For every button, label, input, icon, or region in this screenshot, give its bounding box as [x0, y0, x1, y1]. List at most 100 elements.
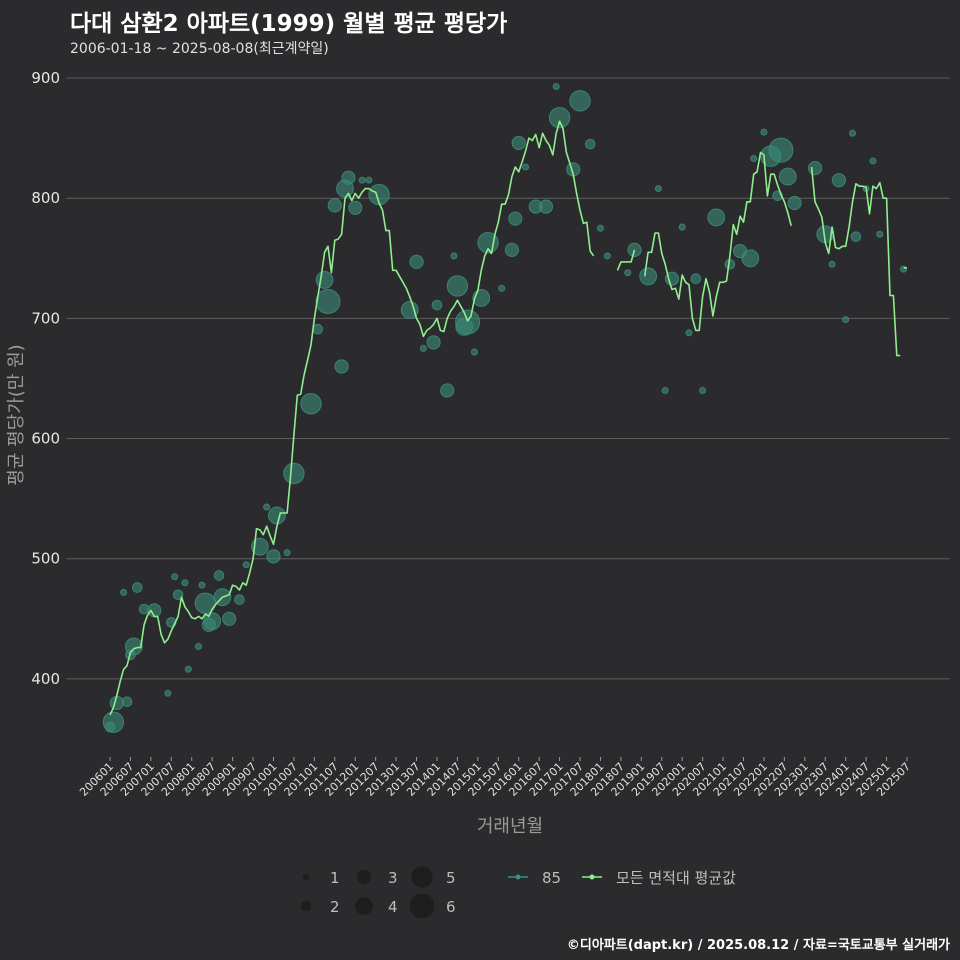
- data-point-85: [876, 230, 884, 238]
- data-point-85: [440, 383, 455, 398]
- data-point-85: [828, 260, 836, 268]
- y-tick-label: 800: [31, 189, 60, 207]
- data-point-85: [504, 242, 520, 257]
- data-point-85: [267, 506, 286, 525]
- data-point-85: [869, 157, 877, 165]
- data-point-85: [639, 267, 658, 286]
- y-tick-label: 600: [31, 430, 60, 448]
- data-point-85: [455, 309, 481, 335]
- data-point-85: [222, 611, 237, 626]
- chart-subtitle: 2006-01-18 ~ 2025-08-08(최근계약일): [70, 41, 329, 57]
- data-point-85: [419, 344, 427, 352]
- legend-series-label: 85: [542, 869, 561, 887]
- y-tick-label: 700: [31, 309, 60, 327]
- line-series-average: [109, 120, 907, 716]
- data-point-85: [315, 289, 341, 315]
- data-point-85: [172, 589, 184, 601]
- data-point-85: [431, 299, 443, 311]
- data-point-85: [690, 273, 702, 285]
- legend-size-swatch: [411, 866, 433, 888]
- data-point-85: [508, 211, 523, 226]
- legend-size-swatch: [300, 900, 312, 912]
- legend: 1 2 3 4 5 6 85 모든 면적대 평균값: [300, 866, 736, 919]
- data-point-85: [358, 176, 366, 184]
- data-point-85: [266, 549, 281, 564]
- data-point-85: [283, 462, 305, 485]
- data-point-85: [750, 155, 758, 163]
- data-point-85: [511, 135, 526, 151]
- data-point-85: [778, 167, 797, 186]
- data-point-85: [131, 582, 143, 593]
- data-point-85: [842, 316, 850, 324]
- data-point-85: [849, 129, 857, 137]
- data-point-85: [699, 386, 707, 394]
- data-point-85: [198, 581, 206, 589]
- data-point-85: [685, 329, 693, 337]
- chart-title: 다대 삼환2 아파트(1999) 월별 평균 평당가: [70, 11, 508, 37]
- data-point-85: [213, 570, 225, 581]
- data-point-85: [124, 637, 143, 656]
- data-point-85: [242, 561, 250, 569]
- data-point-85: [831, 173, 846, 188]
- data-point-85: [548, 106, 571, 129]
- data-point-85: [707, 208, 726, 227]
- average-line-segment: [109, 120, 595, 716]
- point-series-85: [102, 82, 908, 733]
- average-line-segment: [810, 166, 901, 357]
- data-point-85: [300, 392, 322, 415]
- data-point-85: [654, 185, 662, 193]
- legend-size-swatch: [302, 873, 310, 881]
- y-axis-label: 평균 평당가(만 원): [6, 344, 27, 485]
- legend-series-label: 모든 면적대 평균값: [616, 869, 736, 887]
- data-point-85: [327, 198, 342, 213]
- data-point-85: [627, 242, 642, 257]
- data-point-85: [102, 711, 125, 733]
- source-caption: ©디아파트(dapt.kr) / 2025.08.12 / 자료=국토교통부 실…: [566, 938, 950, 953]
- average-line-segment: [616, 249, 636, 271]
- legend-size-swatch: [355, 897, 373, 915]
- data-point-85: [184, 665, 192, 673]
- data-point-85: [470, 348, 478, 356]
- data-point-85: [450, 252, 458, 260]
- data-point-85: [661, 386, 669, 394]
- data-point-85: [181, 579, 189, 587]
- data-point-85: [341, 170, 356, 185]
- data-point-85: [584, 138, 596, 150]
- data-point-85: [569, 90, 591, 112]
- data-point-85: [498, 284, 506, 292]
- data-point-85: [315, 271, 334, 289]
- data-point-85: [348, 200, 363, 215]
- data-point-85: [596, 224, 604, 232]
- data-point-85: [203, 612, 222, 631]
- legend-series-swatch-dot: [589, 874, 595, 880]
- data-point-85: [760, 128, 768, 136]
- data-point-85: [283, 549, 291, 557]
- y-tick-label: 400: [31, 670, 60, 688]
- data-point-85: [195, 642, 203, 650]
- legend-series-swatch-dot: [515, 874, 521, 880]
- legend-size-swatch: [409, 893, 435, 919]
- data-point-85: [624, 269, 632, 277]
- data-point-85: [263, 503, 271, 511]
- legend-size-label: 3: [388, 869, 398, 887]
- average-line-segment: [643, 151, 792, 332]
- legend-size-label: 2: [330, 898, 340, 916]
- legend-size-swatch: [356, 869, 372, 885]
- data-point-85: [900, 265, 908, 273]
- data-point-85: [552, 82, 560, 90]
- data-point-85: [171, 573, 179, 581]
- data-point-85: [120, 588, 128, 596]
- data-point-85: [234, 594, 245, 605]
- y-tick-label: 500: [31, 550, 60, 568]
- data-point-85: [426, 335, 441, 350]
- data-point-85: [603, 252, 611, 260]
- data-point-85: [400, 301, 419, 319]
- data-point-85: [787, 195, 802, 211]
- y-axis-ticks: 400 500 600 700 800 900: [31, 69, 60, 688]
- data-point-85: [334, 359, 349, 374]
- legend-size-label: 1: [330, 869, 340, 887]
- data-point-85: [312, 323, 324, 335]
- data-point-85: [538, 199, 554, 214]
- data-point-85: [664, 271, 680, 286]
